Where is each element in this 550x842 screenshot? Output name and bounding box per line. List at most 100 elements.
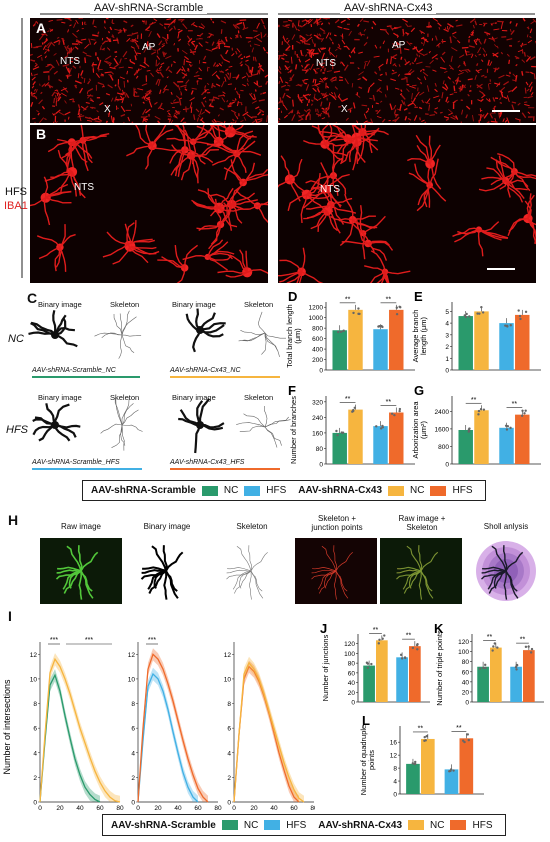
h-branch-raw	[403, 570, 422, 594]
data-point	[467, 429, 471, 432]
bar-2	[474, 311, 489, 370]
h-branch	[502, 545, 508, 572]
significance-marker: **	[418, 725, 424, 732]
i-series-line	[137, 653, 209, 803]
h-branch	[151, 545, 167, 572]
y-axis-label: Arborization area(μm²)	[412, 401, 428, 459]
i-significance-marker: ***	[148, 637, 156, 644]
data-point	[529, 651, 533, 654]
i-y-tick-label: 4	[33, 750, 37, 757]
data-point	[370, 662, 373, 666]
y-tick-label: 80	[462, 659, 470, 666]
y-tick-label: 800	[438, 444, 449, 451]
data-point	[381, 325, 384, 329]
data-point	[493, 642, 496, 645]
data-point	[477, 413, 480, 416]
data-point	[527, 645, 530, 648]
legend-top-swatch-nc-cx	[388, 485, 405, 496]
cell-morphology-3	[185, 308, 226, 353]
i-y-tick-label: 0	[131, 800, 135, 807]
y-tick-label: 0	[445, 368, 449, 375]
bar-1	[477, 666, 489, 702]
data-point	[423, 735, 426, 739]
data-point	[496, 646, 499, 649]
y-tick-label: 2400	[435, 409, 450, 416]
i-series-line	[233, 665, 300, 803]
data-point	[395, 306, 399, 309]
i-y-tick-label: 12	[30, 652, 38, 659]
i-band	[138, 648, 208, 802]
h-branch	[318, 570, 337, 594]
significance-marker: **	[471, 397, 477, 404]
i-x-tick-label: 20	[56, 805, 64, 812]
y-tick-label: 100	[344, 651, 355, 658]
significance-marker: **	[373, 627, 379, 634]
data-point	[377, 325, 380, 328]
region-ap-a1: AP	[142, 42, 156, 53]
panel-label-e: E	[414, 290, 423, 304]
panel-label-d: D	[288, 290, 297, 304]
scale-bar-a	[492, 110, 520, 112]
i-x-tick-label: 20	[250, 805, 258, 812]
i-x-tick-label: 60	[290, 805, 298, 812]
data-point	[381, 424, 384, 428]
panel-label-a: A	[36, 20, 47, 36]
data-point	[393, 413, 396, 417]
data-point	[530, 647, 534, 651]
y-tick-label: 0	[465, 700, 469, 707]
data-point	[491, 649, 494, 652]
significance-marker: **	[512, 401, 518, 408]
panel-label-h: H	[8, 512, 19, 528]
data-point	[398, 407, 402, 411]
data-point	[411, 762, 414, 765]
h-branch	[141, 568, 167, 574]
data-point	[425, 734, 428, 738]
y-tick-label: 0	[319, 368, 323, 375]
c-caption-line-4	[170, 468, 280, 470]
data-point	[520, 414, 524, 417]
h-branch	[236, 545, 252, 572]
i-series-line	[233, 661, 305, 803]
data-point	[477, 409, 481, 413]
data-point	[480, 305, 483, 309]
significance-marker: **	[386, 399, 392, 406]
data-point	[509, 324, 512, 327]
h-branch	[493, 570, 507, 589]
y-tick-label: 120	[458, 639, 469, 646]
data-point	[517, 309, 520, 312]
data-point	[351, 410, 354, 413]
h-branch	[77, 545, 83, 572]
i-x-tick-label: 60	[194, 805, 202, 812]
data-point	[509, 426, 512, 430]
data-point	[524, 310, 528, 314]
bar-4	[515, 314, 530, 370]
i-y-tick-label: 4	[227, 750, 231, 757]
c-caption-line-3	[32, 468, 142, 470]
side-bracket	[21, 18, 23, 278]
h-branch	[239, 570, 252, 589]
chart-e: E Average branchlength (μm) 0 1 2 3 4 5	[412, 290, 541, 375]
bar-4	[389, 309, 404, 370]
h-branch	[250, 570, 263, 592]
i-series-line	[137, 672, 199, 803]
legend-bottom: AAV-shRNA-Scramble NC HFS AAV-shRNA-Cx43…	[102, 814, 506, 836]
data-point	[505, 428, 509, 431]
i-y-tick-label: 12	[128, 652, 136, 659]
data-point	[414, 760, 417, 764]
cell-morphology-6	[100, 397, 143, 451]
y-tick-label: 16	[390, 740, 398, 747]
data-point	[357, 307, 360, 310]
data-point	[506, 325, 509, 328]
c-binary-label-1: Binary image	[38, 300, 82, 309]
c-caption-3: AAV-shRNA-Scramble_HFS	[32, 459, 120, 466]
y-axis-label: Average branchlength (μm)	[412, 310, 428, 363]
i-y-tick-label: 0	[227, 800, 231, 807]
h-branch	[68, 570, 82, 589]
h-branch	[78, 570, 83, 600]
data-point	[399, 306, 402, 309]
panel-label-c: C	[27, 290, 38, 306]
